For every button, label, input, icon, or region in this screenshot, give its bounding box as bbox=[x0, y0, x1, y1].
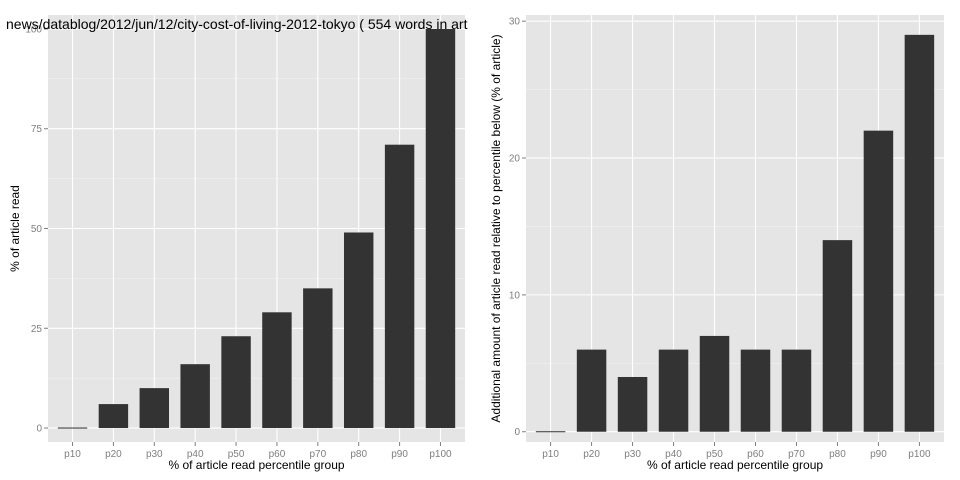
right-x-axis-title: % of article read percentile group bbox=[647, 458, 823, 472]
right-x-tick-label: p70 bbox=[788, 449, 805, 460]
right-y-axis-title: Additional amount of article read relati… bbox=[489, 34, 503, 422]
left-bar-p10 bbox=[57, 427, 88, 429]
left-y-tick-label: 0 bbox=[36, 424, 42, 435]
right-y-tick-label: 0 bbox=[514, 427, 520, 438]
left-y-axis-title: % of article read bbox=[8, 185, 22, 272]
right-bar-p40 bbox=[658, 349, 689, 432]
right-x-tick-label: p40 bbox=[665, 449, 682, 460]
left-y-tick-label: 75 bbox=[31, 124, 43, 135]
right-bar-p10 bbox=[535, 431, 566, 433]
right-bar-p50 bbox=[699, 335, 730, 432]
right-y-tick-label: 20 bbox=[509, 154, 521, 165]
left-bar-p20 bbox=[98, 404, 129, 429]
right-x-tick-label: p50 bbox=[706, 449, 723, 460]
right-bar-p100 bbox=[904, 34, 935, 432]
left-x-tick-label: p50 bbox=[228, 449, 245, 460]
left-x-tick-label: p60 bbox=[269, 449, 286, 460]
left-x-axis-title: % of article read percentile group bbox=[168, 458, 344, 472]
left-x-tick-label: p70 bbox=[309, 449, 326, 460]
left-x-tick-label: p100 bbox=[429, 449, 452, 460]
right-y-tick-label: 30 bbox=[509, 17, 521, 28]
right-bar-p90 bbox=[863, 130, 894, 432]
left-x-tick-label: p10 bbox=[64, 449, 81, 460]
left-chart-title: news/datablog/2012/jun/12/city-cost-of-l… bbox=[6, 16, 468, 32]
left-bar-p100 bbox=[425, 28, 456, 429]
right-x-tick-label: p90 bbox=[870, 449, 887, 460]
left-bar-p80 bbox=[343, 232, 374, 429]
left-y-tick-label: 25 bbox=[31, 324, 43, 335]
left-bar-p50 bbox=[221, 336, 251, 429]
right-bar-p20 bbox=[576, 349, 607, 432]
right-x-tick-label: p80 bbox=[829, 449, 846, 460]
left-bar-p60 bbox=[262, 312, 292, 429]
left-x-tick-label: p40 bbox=[187, 449, 204, 460]
right-x-tick-label: p20 bbox=[583, 449, 600, 460]
left-bar-p30 bbox=[139, 388, 170, 429]
left-y-tick-label: 100 bbox=[25, 24, 42, 35]
left-x-tick-label: p30 bbox=[146, 449, 163, 460]
left-bar-p40 bbox=[180, 364, 210, 429]
left-bar-p70 bbox=[303, 288, 333, 429]
right-bar-p70 bbox=[781, 349, 812, 432]
right-x-tick-label: p100 bbox=[908, 449, 931, 460]
left-bar-p90 bbox=[384, 144, 415, 429]
left-x-tick-label: p80 bbox=[350, 449, 367, 460]
left-y-tick-label: 50 bbox=[31, 224, 43, 235]
right-x-tick-label: p10 bbox=[542, 449, 559, 460]
right-y-tick-label: 10 bbox=[509, 290, 521, 301]
right-bar-p30 bbox=[617, 376, 648, 432]
left-x-tick-label: p90 bbox=[391, 449, 408, 460]
right-bar-p60 bbox=[740, 349, 771, 432]
left-x-tick-label: p20 bbox=[105, 449, 122, 460]
right-x-tick-label: p60 bbox=[747, 449, 764, 460]
left-chart: 0 25 50 75 100 p10 p20 p30 p40 p50 p60 p70 p80 p90 p10… bbox=[6, 15, 468, 472]
right-chart: 0 10 20 30 p10 p20 p30 p40 p50 p60 p70 p80 p90 p100 % … bbox=[489, 15, 944, 472]
right-x-tick-label: p30 bbox=[624, 449, 641, 460]
right-bar-p80 bbox=[822, 240, 853, 432]
